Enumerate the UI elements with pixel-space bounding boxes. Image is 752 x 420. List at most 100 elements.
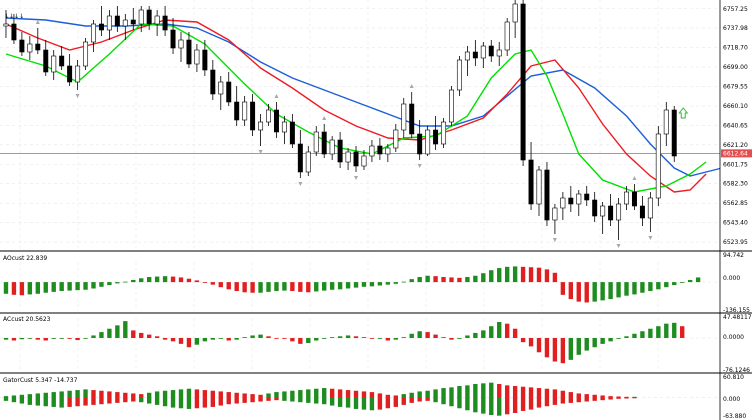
histogram-bar xyxy=(290,397,295,402)
histogram-bar xyxy=(290,390,295,398)
candle-body xyxy=(313,131,319,153)
histogram-bar xyxy=(123,281,128,283)
fractal-down-icon xyxy=(417,164,422,168)
histogram-bar xyxy=(624,396,629,398)
histogram-bar xyxy=(576,397,581,403)
histogram-bar xyxy=(656,282,661,290)
histogram-bar xyxy=(377,393,383,398)
histogram-bar xyxy=(457,277,462,283)
candle-body xyxy=(639,205,645,219)
candle-body xyxy=(234,101,240,121)
histogram-bar xyxy=(401,394,406,398)
histogram-bar xyxy=(131,279,136,283)
histogram-bar xyxy=(27,397,33,405)
histogram-bar xyxy=(282,282,287,291)
histogram-bar xyxy=(489,326,494,338)
candle-body xyxy=(43,49,49,73)
histogram-bar xyxy=(19,394,25,398)
histogram-bar xyxy=(162,390,168,398)
histogram-bar xyxy=(75,390,80,398)
price-panel-background xyxy=(0,0,720,250)
candle-body xyxy=(496,49,502,57)
histogram-bar xyxy=(648,282,653,292)
histogram-bar xyxy=(115,325,120,338)
histogram-bar xyxy=(433,397,438,403)
histogram-bar xyxy=(314,282,319,292)
gator-axis-label: 0.000 xyxy=(723,396,740,403)
histogram-bar xyxy=(528,387,534,398)
histogram-bar xyxy=(433,389,438,398)
histogram-bar xyxy=(504,266,510,283)
histogram-bar xyxy=(568,282,574,300)
candle-body xyxy=(361,155,367,167)
candle-body xyxy=(154,15,160,25)
histogram-bar xyxy=(146,334,152,338)
ao-panel[interactable]: AOcust 22.839 94.742 0.000 -136.155 xyxy=(0,252,750,314)
price-tick-label: 6543.40 xyxy=(723,220,748,227)
candle-body xyxy=(289,121,295,145)
histogram-bar xyxy=(473,275,478,283)
histogram-bar xyxy=(616,396,621,398)
histogram-bar xyxy=(322,388,327,398)
candle-body xyxy=(59,55,65,67)
histogram-bar xyxy=(3,282,9,294)
histogram-bar xyxy=(393,282,398,284)
candle-body xyxy=(297,143,303,173)
fractal-down-icon xyxy=(75,94,80,98)
histogram-bar xyxy=(194,337,200,345)
price-tick-label: 6718.70 xyxy=(723,44,748,51)
histogram-bar xyxy=(210,282,216,285)
histogram-bar xyxy=(457,337,462,339)
candle-body xyxy=(83,41,89,67)
histogram-bar xyxy=(489,382,494,398)
histogram-bar xyxy=(139,332,144,338)
histogram-bar xyxy=(170,397,176,408)
histogram-bar xyxy=(266,282,271,292)
histogram-bar xyxy=(337,282,343,290)
candle-body xyxy=(210,69,216,95)
histogram-bar xyxy=(369,397,375,411)
histogram-bar xyxy=(123,392,128,398)
candle-body xyxy=(624,191,629,205)
histogram-bar xyxy=(481,330,486,338)
histogram-bar xyxy=(298,337,303,344)
histogram-bar xyxy=(465,397,470,411)
histogram-bar xyxy=(59,337,64,339)
histogram-bar xyxy=(433,276,438,283)
ao-axis-label: 0.000 xyxy=(723,275,740,282)
histogram-bar xyxy=(99,282,104,287)
candle-body xyxy=(19,39,25,53)
histogram-bar xyxy=(123,321,128,338)
histogram-bar xyxy=(11,397,17,403)
histogram-bar xyxy=(99,390,104,398)
gator-panel-title: GatorCust 5.347 -14.737 xyxy=(3,377,78,384)
histogram-bar xyxy=(59,282,64,292)
candle-body xyxy=(385,147,391,155)
histogram-bar xyxy=(274,282,279,292)
histogram-bar xyxy=(27,394,33,398)
candle-body xyxy=(512,3,518,23)
histogram-bar xyxy=(425,332,430,338)
candle-body xyxy=(528,159,534,205)
histogram-bar xyxy=(409,392,414,398)
histogram-bar xyxy=(329,337,335,338)
candle-body xyxy=(35,43,41,51)
histogram-bar xyxy=(632,282,637,295)
histogram-bar xyxy=(520,337,526,343)
histogram-bar xyxy=(91,397,96,405)
histogram-bar xyxy=(457,386,462,398)
histogram-bar xyxy=(624,282,629,296)
ac-panel[interactable]: ACcust 20.5623 47.48117 0.0000 -76.1246 xyxy=(0,314,752,374)
histogram-bar xyxy=(107,391,112,398)
histogram-bar xyxy=(449,337,454,340)
price-panel[interactable]: ↓↓↓↓ xyxy=(0,0,731,250)
histogram-bar xyxy=(672,322,677,338)
gator-panel[interactable]: GatorCust 5.347 -14.737 60.810 0.000 -63… xyxy=(0,374,746,420)
histogram-bar xyxy=(314,397,319,404)
histogram-bar xyxy=(234,337,239,340)
histogram-bar xyxy=(170,337,176,342)
histogram-bar xyxy=(512,397,518,413)
gator-axis-label: -63.880 xyxy=(723,413,746,420)
ao-panel-title: AOcust 22.839 xyxy=(3,255,47,262)
